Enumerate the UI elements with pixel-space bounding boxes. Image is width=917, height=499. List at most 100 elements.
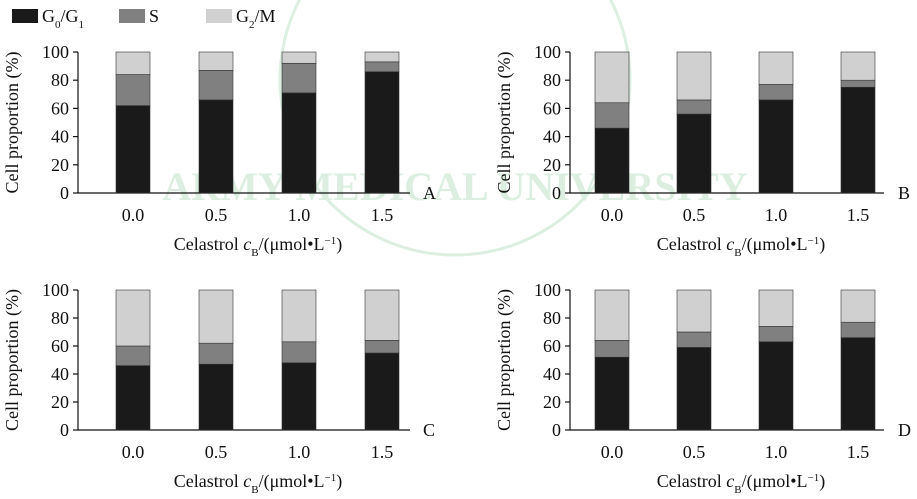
- y-tick-label: 0: [60, 420, 69, 440]
- y-tick-label: 20: [543, 392, 561, 412]
- panel-label: D: [898, 420, 911, 440]
- x-tick-label: 0.0: [122, 442, 145, 462]
- bar-g0g1-0-0: [594, 127, 630, 194]
- y-tick-label: 40: [51, 364, 69, 384]
- bar-g0g1-1-0: [281, 362, 317, 431]
- y-tick-label: 60: [543, 98, 561, 118]
- bar-g0g1-0-5: [198, 99, 234, 194]
- y-tick-label: 100: [534, 42, 561, 62]
- bar-s-0-5: [676, 99, 712, 115]
- x-axis-label: Celastrol cB/(μmol•L−1): [174, 234, 343, 259]
- bar-s-1-0: [758, 326, 794, 343]
- x-tick-label: 0.5: [205, 442, 228, 462]
- bar-s-0-0: [594, 340, 630, 358]
- x-tick-label: 1.0: [765, 205, 788, 225]
- y-axis-label: Cell proportion (%): [494, 52, 515, 194]
- y-tick-label: 80: [51, 70, 69, 90]
- y-tick-label: 60: [51, 336, 69, 356]
- bar-g0g1-0-0: [115, 365, 151, 431]
- y-tick-label: 0: [552, 420, 561, 440]
- bar-g2m-0-0: [594, 289, 630, 341]
- bar-s-0-0: [594, 102, 630, 129]
- bar-g2m-1-5: [840, 51, 876, 81]
- x-tick-label: 1.0: [288, 205, 311, 225]
- x-tick-label: 0.0: [601, 442, 624, 462]
- bar-g0g1-1-5: [364, 71, 400, 194]
- bar-g2m-1-5: [364, 51, 400, 63]
- y-tick-label: 0: [552, 183, 561, 203]
- y-axis-label: Cell proportion (%): [2, 52, 23, 194]
- bar-g0g1-1-0: [758, 341, 794, 431]
- bar-g0g1-1-0: [281, 92, 317, 194]
- panel-d: 0 20 40 60 80 100 0.0 0.5 1.0 1.5 D Cell proportion…: [494, 280, 911, 496]
- bar-g0g1-0-0: [115, 105, 151, 194]
- bar-g0g1-0-5: [676, 113, 712, 194]
- bar-g0g1-1-5: [840, 337, 876, 431]
- bar-g2m-1-0: [758, 51, 794, 85]
- x-axis-label: Celastrol cB/(μmol•L−1): [657, 234, 826, 259]
- legend-label-g0g1: G0/G1: [42, 6, 84, 31]
- bar-g2m-0-5: [198, 289, 234, 344]
- legend-swatch-s: [119, 9, 145, 23]
- x-tick-label: 0.5: [683, 442, 706, 462]
- bar-g2m-1-0: [281, 289, 317, 343]
- y-tick-label: 60: [51, 98, 69, 118]
- x-tick-label: 0.0: [122, 205, 145, 225]
- bar-g2m-1-5: [364, 289, 400, 341]
- watermark: ARMY MEDICAL UNIVERSITY: [162, 0, 748, 257]
- panel-c: 0 20 40 60 80 100 0.0 0.5 1.0 1.5 C Cell proportion…: [2, 280, 435, 496]
- watermark-text: ARMY MEDICAL UNIVERSITY: [162, 164, 747, 209]
- bar-g0g1-0-5: [676, 347, 712, 431]
- y-axis-label: Cell proportion (%): [2, 289, 23, 431]
- bar-s-1-0: [758, 84, 794, 101]
- panel-b: 0 20 40 60 80 100 0.0 0.5 1.0 1.5 B Cell proportion…: [494, 42, 910, 259]
- bar-g2m-1-5: [840, 289, 876, 323]
- y-tick-label: 80: [543, 308, 561, 328]
- bar-g2m-0-0: [115, 51, 151, 75]
- x-tick-label: 1.0: [765, 442, 788, 462]
- panel-a: 0 20 40 60 80 100 0.0 0.5 1.0 1.5 A Cell proportion…: [2, 42, 436, 259]
- y-tick-label: 20: [543, 155, 561, 175]
- bar-s-1-0: [281, 341, 317, 364]
- panel-label: C: [423, 420, 435, 440]
- y-tick-label: 40: [543, 364, 561, 384]
- y-tick-label: 80: [543, 70, 561, 90]
- x-tick-label: 0.0: [601, 205, 624, 225]
- legend-swatch-g2m: [206, 9, 232, 23]
- bar-s-1-5: [840, 79, 876, 88]
- bar-s-0-5: [198, 70, 234, 101]
- bar-g2m-0-0: [115, 289, 151, 347]
- y-axis-label: Cell proportion (%): [494, 289, 515, 431]
- bar-g2m-0-0: [594, 51, 630, 104]
- panel-label: A: [423, 183, 436, 203]
- bar-s-0-0: [115, 345, 151, 366]
- bar-g0g1-1-5: [840, 86, 876, 194]
- x-axis-label: Celastrol cB/(μmol•L−1): [174, 471, 343, 494]
- x-tick-label: 1.5: [847, 205, 870, 225]
- y-tick-label: 100: [42, 42, 69, 62]
- bar-s-0-5: [198, 342, 234, 365]
- y-tick-label: 80: [51, 308, 69, 328]
- legend: G0/G1 S G2/M: [12, 6, 276, 31]
- bar-s-0-0: [115, 74, 151, 106]
- x-axis-label: Celastrol cB/(μmol•L−1): [657, 471, 826, 494]
- bar-s-1-0: [281, 62, 317, 94]
- x-tick-label: 1.0: [288, 442, 311, 462]
- bar-g0g1-0-0: [594, 356, 630, 431]
- legend-label-g2m: G2/M: [236, 6, 276, 31]
- watermark-ring: [278, 0, 632, 257]
- bar-g2m-0-5: [676, 289, 712, 333]
- bar-s-0-5: [676, 331, 712, 348]
- x-tick-label: 1.5: [371, 442, 394, 462]
- bar-g2m-1-0: [758, 289, 794, 327]
- bar-s-1-5: [364, 61, 400, 73]
- legend-label-s: S: [149, 6, 159, 26]
- bar-g0g1-1-0: [758, 99, 794, 194]
- y-tick-label: 20: [51, 392, 69, 412]
- bar-g2m-1-0: [281, 51, 317, 64]
- x-tick-label: 0.5: [205, 205, 228, 225]
- y-tick-label: 100: [42, 280, 69, 300]
- legend-swatch-g0g1: [12, 9, 38, 23]
